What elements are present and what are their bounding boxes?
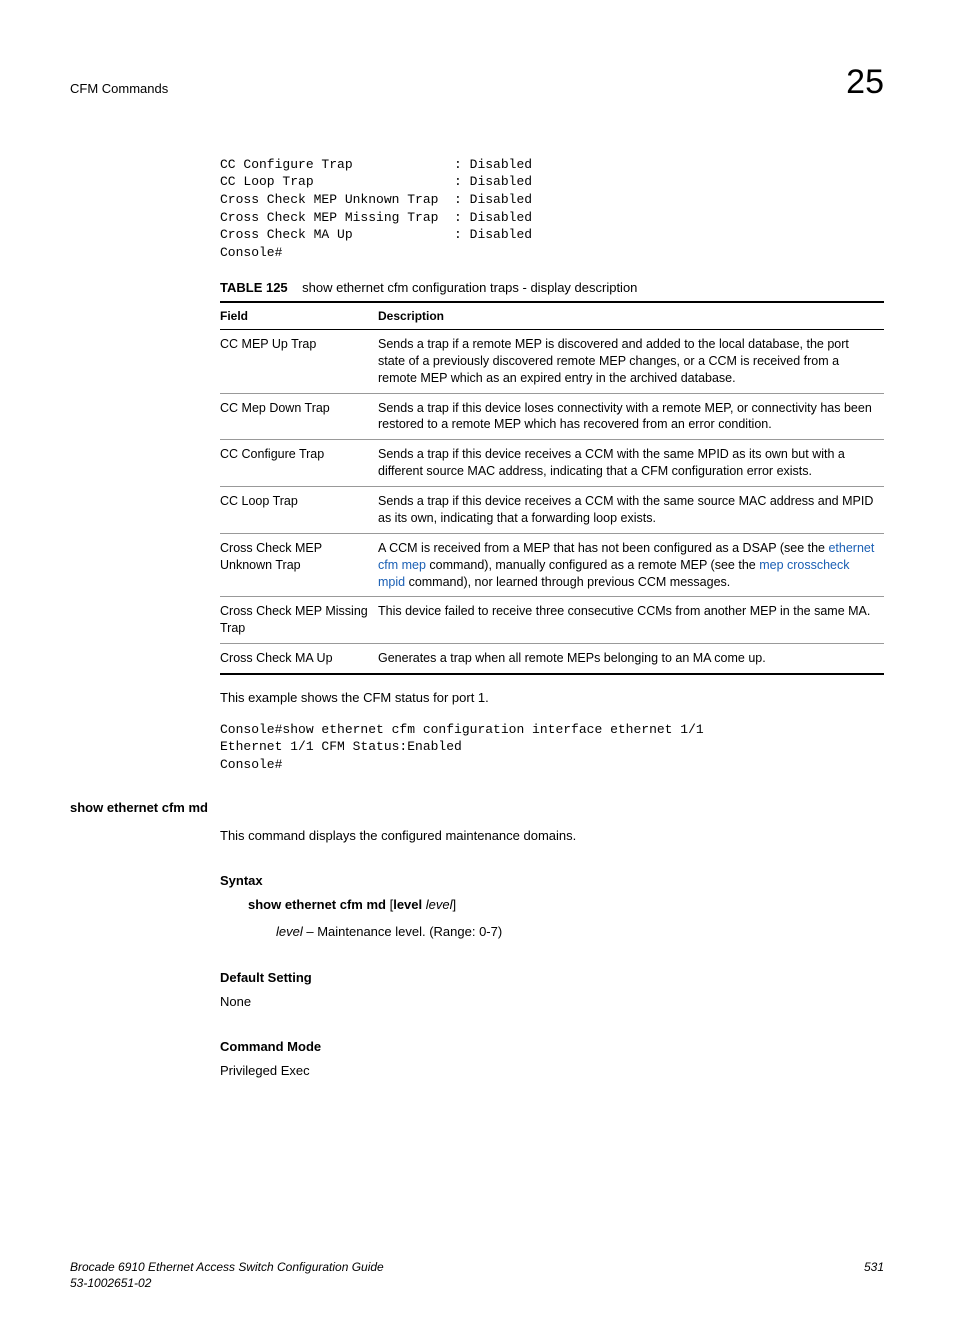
col-field: Field <box>220 302 378 330</box>
cell-desc: Sends a trap if this device receives a C… <box>378 440 884 487</box>
page-footer: Brocade 6910 Ethernet Access Switch Conf… <box>70 1259 884 1291</box>
syntax-heading: Syntax <box>220 872 884 890</box>
cell-desc: This device failed to receive three cons… <box>378 597 884 644</box>
cell-desc: Sends a trap if this device loses connec… <box>378 393 884 440</box>
mode-value: Privileged Exec <box>220 1062 884 1080</box>
col-description: Description <box>378 302 884 330</box>
cell-field: CC Configure Trap <box>220 440 378 487</box>
chapter-number: 25 <box>846 60 884 106</box>
example-intro: This example shows the CFM status for po… <box>220 689 884 707</box>
table-row: Cross Check MEP Unknown Trap A CCM is re… <box>220 533 884 597</box>
mode-heading: Command Mode <box>220 1038 884 1056</box>
table-row: CC Mep Down Trap Sends a trap if this de… <box>220 393 884 440</box>
cell-desc: A CCM is received from a MEP that has no… <box>378 533 884 597</box>
table-caption: TABLE 125 show ethernet cfm configuratio… <box>220 279 884 297</box>
cell-field: CC Loop Trap <box>220 487 378 534</box>
footer-doc-number: 53-1002651-02 <box>70 1275 384 1291</box>
syntax-param: level – Maintenance level. (Range: 0-7) <box>276 923 884 941</box>
table-row: Cross Check MA Up Generates a trap when … <box>220 644 884 674</box>
command-name: show ethernet cfm md <box>70 799 884 817</box>
table-row: Cross Check MEP Missing Trap This device… <box>220 597 884 644</box>
traps-table: Field Description CC MEP Up Trap Sends a… <box>220 301 884 675</box>
table-row: CC MEP Up Trap Sends a trap if a remote … <box>220 329 884 393</box>
table-row: CC Loop Trap Sends a trap if this device… <box>220 487 884 534</box>
cell-field: Cross Check MA Up <box>220 644 378 674</box>
cell-desc: Generates a trap when all remote MEPs be… <box>378 644 884 674</box>
footer-page-number: 531 <box>864 1259 884 1291</box>
cell-field: Cross Check MEP Unknown Trap <box>220 533 378 597</box>
cell-desc: Sends a trap if a remote MEP is discover… <box>378 329 884 393</box>
cell-field: Cross Check MEP Missing Trap <box>220 597 378 644</box>
command-description: This command displays the configured mai… <box>220 827 884 845</box>
default-heading: Default Setting <box>220 969 884 987</box>
cell-desc: Sends a trap if this device receives a C… <box>378 487 884 534</box>
footer-doc-title: Brocade 6910 Ethernet Access Switch Conf… <box>70 1259 384 1275</box>
syntax-line: show ethernet cfm md [level level] <box>248 896 884 914</box>
page-header: CFM Commands 25 <box>70 60 884 106</box>
table-caption-text: show ethernet cfm configuration traps - … <box>302 280 637 295</box>
code-block-status: Console#show ethernet cfm configuration … <box>220 721 884 774</box>
default-value: None <box>220 993 884 1011</box>
cell-field: CC MEP Up Trap <box>220 329 378 393</box>
code-block-traps: CC Configure Trap : Disabled CC Loop Tra… <box>220 156 884 261</box>
cell-field: CC Mep Down Trap <box>220 393 378 440</box>
header-title: CFM Commands <box>70 80 168 98</box>
table-row: CC Configure Trap Sends a trap if this d… <box>220 440 884 487</box>
table-label: TABLE 125 <box>220 280 288 295</box>
